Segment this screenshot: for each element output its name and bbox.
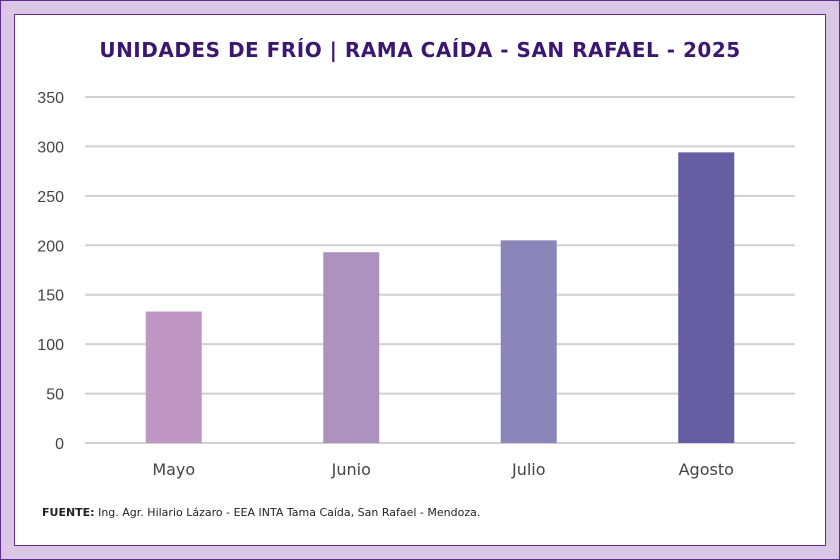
bar-junio — [323, 252, 380, 443]
bar-agosto — [678, 152, 735, 444]
x-tick-label: Mayo — [152, 460, 195, 479]
x-tick-label: Julio — [511, 460, 546, 479]
y-tick-label: 100 — [37, 337, 64, 354]
y-tick-label: 250 — [37, 189, 64, 206]
x-tick-label: Agosto — [679, 460, 734, 479]
y-tick-label: 350 — [37, 90, 64, 107]
source-note: FUENTE: Ing. Agr. Hilario Lázaro - EEA I… — [42, 506, 480, 519]
y-tick-label: 200 — [37, 238, 64, 255]
x-tick-label: Junio — [331, 460, 371, 479]
source-label: FUENTE: — [42, 506, 95, 519]
chart-title: UNIDADES DE FRÍO | RAMA CAÍDA - SAN RAFA… — [99, 38, 741, 62]
y-tick-label: 300 — [37, 139, 64, 156]
y-tick-label: 0 — [55, 436, 64, 453]
y-tick-label: 150 — [37, 288, 64, 305]
source-text: Ing. Agr. Hilario Lázaro - EEA INTA Tama… — [94, 506, 481, 519]
bar-mayo — [145, 311, 202, 443]
bar-julio — [500, 240, 557, 443]
y-tick-label: 50 — [46, 387, 64, 404]
